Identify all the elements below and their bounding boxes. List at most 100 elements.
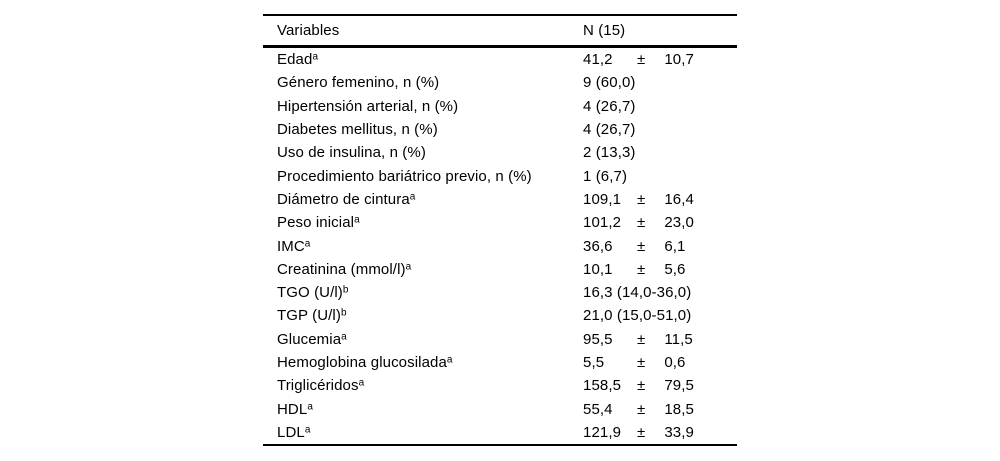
variable-label: HDL xyxy=(277,400,308,418)
table-row: TGP (U/l)b 21,0 (15,0-51,0) xyxy=(263,304,737,327)
variable-cell: TGO (U/l)b xyxy=(263,284,583,301)
value-mean: 2 (13,3) xyxy=(583,144,636,162)
variable-cell: Edada xyxy=(263,51,583,68)
variable-label: Género femenino, n (%) xyxy=(277,74,440,92)
value-sd: 79,5 xyxy=(664,377,694,395)
value-mean: 16,3 (14,0-36,0) xyxy=(583,284,692,302)
stats-table: Variables N (15) Edada 41,2 ±10,7 Género … xyxy=(263,14,737,447)
value-cell: 16,3 (14,0-36,0) xyxy=(583,284,737,301)
value-mean: 4 (26,7) xyxy=(583,97,636,115)
table-row: Hemoglobina glucosiladaa 5,5 ±0,6 xyxy=(263,351,737,374)
plus-minus-sign: ± xyxy=(637,400,646,418)
value-sd: 10,7 xyxy=(664,51,694,69)
variable-label: Hipertensión arterial, n (%) xyxy=(277,97,459,115)
value-cell: 9 (60,0) xyxy=(583,74,737,91)
variable-label: TGO (U/l) xyxy=(277,284,343,302)
value-mean: 121,9 xyxy=(583,423,622,441)
value-mean: 101,2 xyxy=(583,214,622,232)
variable-label: Triglicéridos xyxy=(277,377,359,395)
value-cell: 121,9 ±33,9 xyxy=(583,424,737,441)
table-header-row: Variables N (15) xyxy=(263,16,737,48)
value-cell: 10,1 ±5,6 xyxy=(583,261,737,278)
table-row: Hipertensión arterial, n (%) 4 (26,7) xyxy=(263,95,737,118)
table-row: Uso de insulina, n (%) 2 (13,3) xyxy=(263,141,737,164)
variable-cell: Uso de insulina, n (%) xyxy=(263,144,583,161)
footnote-superscript: a xyxy=(354,214,360,226)
value-cell: 4 (26,7) xyxy=(583,121,737,138)
plus-minus-sign: ± xyxy=(637,354,646,371)
variable-label: Glucemia xyxy=(277,330,342,348)
variable-label: Creatinina (mmol/l) xyxy=(277,260,406,278)
variable-label: Diabetes mellitus, n (%) xyxy=(277,121,438,139)
variable-cell: Procedimiento bariátrico previo, n (%) xyxy=(263,168,583,185)
table-row: Creatinina (mmol/l)a 10,1 ±5,6 xyxy=(263,258,737,281)
value-sd: 11,5 xyxy=(664,330,693,348)
column-header-n: N (15) xyxy=(583,22,626,39)
value-cell: 101,2 ±23,0 xyxy=(583,214,737,231)
variable-cell: Género femenino, n (%) xyxy=(263,74,583,91)
table-row: Peso iniciala 101,2 ±23,0 xyxy=(263,211,737,234)
value-cell: 158,5 ±79,5 xyxy=(583,377,737,394)
value-mean: 10,1 xyxy=(583,260,613,278)
variable-label: Diámetro de cintura xyxy=(277,190,410,208)
table-row: Glucemiaa 95,5 ±11,5 xyxy=(263,328,737,351)
value-cell: 2 (13,3) xyxy=(583,144,737,161)
table-row: LDLa 121,9 ±33,9 xyxy=(263,421,737,444)
plus-minus-sign: ± xyxy=(637,190,646,208)
value-mean: 1 (6,7) xyxy=(583,167,628,185)
column-header-variables: Variables xyxy=(277,22,340,39)
value-cell: 36,6 ±6,1 xyxy=(583,238,737,255)
footnote-superscript: a xyxy=(312,51,319,63)
value-cell: 4 (26,7) xyxy=(583,98,737,115)
value-cell: 1 (6,7) xyxy=(583,168,737,185)
variable-label: TGP (U/l) xyxy=(277,307,341,325)
variable-label: Procedimiento bariátrico previo, n (%) xyxy=(277,167,532,185)
table-row: Género femenino, n (%) 9 (60,0) xyxy=(263,71,737,94)
plus-minus-sign: ± xyxy=(637,237,646,255)
variable-label: Hemoglobina glucosilada xyxy=(277,354,447,371)
footnote-superscript: a xyxy=(304,238,311,250)
table-row: TGO (U/l)b 16,3 (14,0-36,0) xyxy=(263,281,737,304)
plus-minus-sign: ± xyxy=(637,51,646,69)
footnote-superscript: a xyxy=(446,354,453,366)
value-cell: 41,2 ±10,7 xyxy=(583,51,737,68)
footnote-superscript: a xyxy=(307,401,313,413)
footnote-superscript: a xyxy=(358,377,365,389)
variable-cell: IMCa xyxy=(263,238,583,255)
variable-cell: Diabetes mellitus, n (%) xyxy=(263,121,583,138)
variable-cell: Diámetro de cinturaa xyxy=(263,191,583,208)
footnote-superscript: b xyxy=(342,284,349,296)
value-mean: 41,2 xyxy=(583,51,613,69)
table-body: Edada 41,2 ±10,7 Género femenino, n (%) 9… xyxy=(263,48,737,444)
variable-label: Peso inicial xyxy=(277,214,355,232)
table-row: HDLa 55,4 ±18,5 xyxy=(263,397,737,420)
table-row: Diámetro de cinturaa 109,1 ±16,4 xyxy=(263,188,737,211)
value-sd: 18,5 xyxy=(664,400,694,418)
value-sd: 23,0 xyxy=(664,214,694,232)
variable-cell: LDLa xyxy=(263,424,583,441)
footnote-superscript: b xyxy=(340,307,347,319)
value-mean: 158,5 xyxy=(583,377,622,395)
variable-label: LDL xyxy=(277,423,305,441)
variable-cell: Peso iniciala xyxy=(263,214,583,231)
value-sd: 0,6 xyxy=(664,354,686,371)
table-row: Procedimiento bariátrico previo, n (%) 1… xyxy=(263,164,737,187)
value-cell: 5,5 ±0,6 xyxy=(583,354,737,371)
plus-minus-sign: ± xyxy=(637,214,646,232)
value-cell: 95,5 ±11,5 xyxy=(583,331,737,348)
value-mean: 4 (26,7) xyxy=(583,121,636,139)
value-mean: 95,5 xyxy=(583,330,613,348)
value-sd: 6,1 xyxy=(664,237,686,255)
value-cell: 55,4 ±18,5 xyxy=(583,401,737,418)
value-mean: 5,5 xyxy=(583,354,605,371)
variable-cell: Creatinina (mmol/l)a xyxy=(263,261,583,278)
value-mean: 55,4 xyxy=(583,400,613,418)
value-mean: 21,0 (15,0-51,0) xyxy=(583,307,692,325)
variable-label: IMC xyxy=(277,237,305,255)
footnote-superscript: a xyxy=(304,424,311,436)
variable-cell: Hipertensión arterial, n (%) xyxy=(263,98,583,115)
table-row: Edada 41,2 ±10,7 xyxy=(263,48,737,71)
table-row: IMCa 36,6 ±6,1 xyxy=(263,234,737,257)
value-sd: 33,9 xyxy=(664,423,694,441)
